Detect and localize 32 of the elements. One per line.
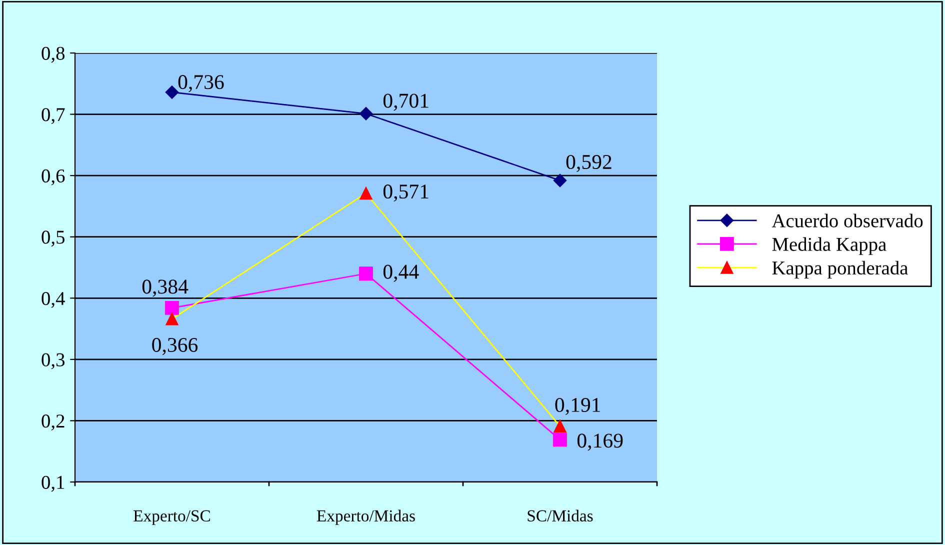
- point: [165, 86, 179, 99]
- legend-label: Medida Kappa: [772, 237, 886, 255]
- text: 0,571: [383, 184, 428, 202]
- text: 0,169: [577, 434, 623, 451]
- text: 0,191: [555, 398, 600, 415]
- text: 0,592: [566, 154, 612, 172]
- text: 0,701: [383, 94, 428, 111]
- point: [360, 187, 372, 200]
- text: 0,44: [383, 264, 419, 282]
- text: 0,736: [178, 75, 224, 92]
- point: [553, 432, 567, 447]
- x-tick-label: SC/Midas: [528, 510, 593, 522]
- x-tick-label: Experto/Midas: [316, 510, 415, 525]
- y-tick-label: 0,2: [42, 414, 64, 430]
- y-tick-label: 0,4: [42, 292, 65, 308]
- y-tick-label: 0,5: [42, 230, 65, 247]
- point: [165, 301, 179, 315]
- y-tick-label: 0,8: [42, 46, 65, 63]
- y-tick-label: 0,3: [42, 353, 65, 370]
- x-tick-label: Experto/SC: [134, 510, 210, 525]
- y-tick-label: 0,6: [42, 169, 65, 186]
- legend-label: Acuerdo observado: [772, 214, 923, 228]
- text: 0,366: [152, 338, 198, 355]
- point: [554, 420, 566, 432]
- point: [553, 174, 567, 188]
- point: [166, 312, 178, 326]
- legend-label: Kappa ponderada: [772, 260, 908, 279]
- point: [359, 107, 373, 120]
- point: [359, 266, 373, 281]
- text: 0,384: [142, 280, 188, 297]
- y-tick-label: 0,1: [42, 476, 64, 492]
- y-tick-label: 0,7: [42, 108, 65, 124]
